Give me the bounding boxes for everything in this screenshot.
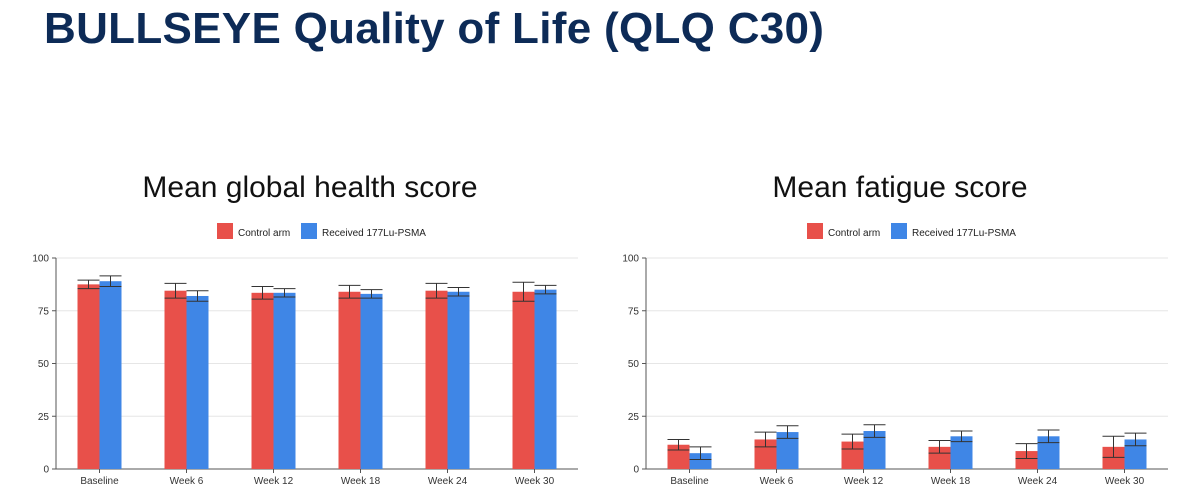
bar (338, 291, 361, 469)
page-title: BULLSEYE Quality of Life (QLQ C30) (44, 4, 825, 53)
x-tick-label: Baseline (80, 476, 119, 487)
bar (447, 291, 470, 469)
x-tick-label: Week 24 (428, 476, 468, 487)
x-tick-label: Baseline (670, 476, 709, 487)
chart-canvas: Control arm Received 177Lu-PSMA 0 25 50 75 100… (622, 223, 1168, 487)
legend-label: Received 177Lu-PSMA (322, 228, 426, 239)
bar (1037, 436, 1060, 469)
y-tick-label: 100 (32, 254, 49, 265)
x-tick-label: Week 18 (341, 476, 381, 487)
bar (251, 292, 274, 469)
legend-label: Received 177Lu-PSMA (912, 228, 1016, 239)
chart-canvas: Control arm Received 177Lu-PSMA 0 25 50 75 100… (32, 223, 578, 487)
x-tick-label: Week 12 (254, 476, 294, 487)
bar (1015, 451, 1038, 469)
bar (534, 289, 557, 469)
bar (667, 444, 690, 469)
fatigue-chart: Mean fatigue score Control arm Received 1… (620, 165, 1180, 497)
chart-title: Mean global health score (142, 171, 478, 204)
legend-swatch (891, 223, 907, 239)
y-tick-label: 50 (38, 359, 50, 370)
legend-label: Control arm (238, 228, 290, 239)
bar (512, 291, 535, 469)
bar (425, 290, 448, 469)
y-tick-label: 50 (628, 359, 640, 370)
y-tick-label: 75 (38, 306, 50, 317)
x-tick-label: Week 30 (1105, 476, 1145, 487)
legend-swatch (301, 223, 317, 239)
bar (99, 281, 122, 469)
y-tick-label: 25 (628, 412, 640, 423)
y-tick-label: 25 (38, 412, 50, 423)
bar (863, 431, 886, 469)
chart-title: Mean fatigue score (772, 171, 1028, 204)
x-tick-label: Week 6 (170, 476, 204, 487)
y-tick-label: 100 (622, 254, 639, 265)
x-tick-label: Week 18 (931, 476, 971, 487)
x-tick-label: Week 6 (760, 476, 794, 487)
x-tick-label: Week 12 (844, 476, 884, 487)
bar (360, 293, 383, 469)
y-tick-label: 75 (628, 306, 640, 317)
bar (841, 441, 864, 469)
y-tick-label: 0 (43, 465, 49, 476)
bar (950, 436, 973, 469)
bar (186, 295, 209, 469)
x-tick-label: Week 24 (1018, 476, 1058, 487)
bar (928, 446, 951, 469)
bar (1102, 446, 1125, 469)
bar (776, 432, 799, 469)
x-tick-label: Week 30 (515, 476, 555, 487)
legend-swatch (807, 223, 823, 239)
bar (273, 292, 296, 469)
bar (689, 453, 712, 469)
bar (1124, 439, 1147, 469)
y-tick-label: 0 (633, 465, 639, 476)
legend-label: Control arm (828, 228, 880, 239)
bar (164, 290, 187, 469)
bar (77, 284, 100, 469)
legend-swatch (217, 223, 233, 239)
global-health-chart: Mean global health score Control arm Rece… (30, 165, 590, 497)
